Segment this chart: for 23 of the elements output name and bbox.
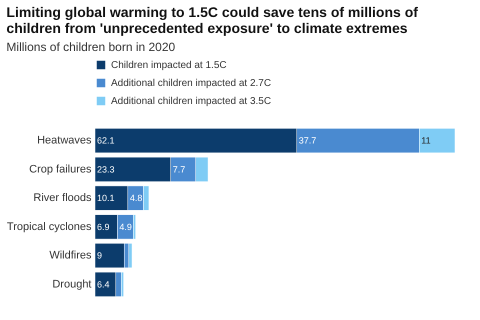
data-label: 6.4	[97, 279, 110, 290]
y-tick-label: Heatwaves	[37, 134, 92, 147]
data-label: 4.8	[130, 193, 142, 204]
data-label: 62.1	[97, 136, 115, 146]
y-tick-label: Wildfires	[49, 250, 92, 262]
data-label: 10.1	[97, 193, 115, 204]
legend-label: Additional children impacted at 2.7C	[111, 78, 272, 89]
data-label: 23.3	[97, 164, 115, 174]
data-label: 9	[97, 250, 102, 261]
y-tick-label: Tropical cyclones	[6, 220, 92, 233]
data-label: 37.7	[298, 136, 316, 146]
data-label: 4.9	[119, 222, 132, 232]
chart-subtitle: Millions of children born in 2020	[6, 40, 176, 54]
legend-label: Children impacted at 1.5C	[111, 60, 227, 71]
y-tick-label: Crop failures	[29, 163, 92, 176]
bar	[94, 243, 124, 268]
data-label: 6.9	[97, 222, 110, 232]
legend-label: Additional children impacted at 3.5C	[111, 96, 272, 107]
y-tick-label: River floods	[33, 192, 92, 204]
y-tick-label: Drought	[52, 278, 92, 290]
data-label: 7.7	[172, 164, 186, 174]
data-label: 11	[421, 136, 431, 146]
chart-title: Limiting global warming to 1.5C could save tens of millions of children from 'unprecedented exposure' to climate extremes	[6, 4, 418, 36]
